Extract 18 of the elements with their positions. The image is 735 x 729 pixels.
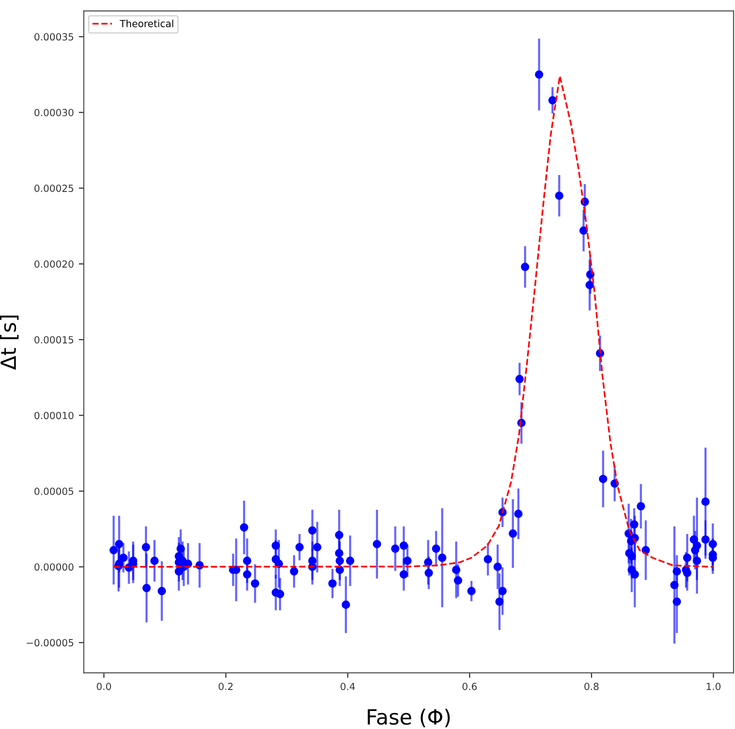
y-tick-label: 0.00020 <box>34 260 74 268</box>
y-axis-title: Δt [s] <box>0 316 19 370</box>
y-tick-label: 0.00010 <box>34 412 74 420</box>
y-tick-label: 0.00025 <box>34 184 74 192</box>
y-tick-label: 0.00035 <box>34 33 74 41</box>
legend-label: Theoretical <box>120 20 174 28</box>
x-tick-label: 0.6 <box>462 682 477 690</box>
y-tick-label: 0.00030 <box>34 108 74 116</box>
x-tick-label: 1.0 <box>706 682 720 690</box>
y-tick-label: 0.00005 <box>34 488 74 495</box>
y-tick-label: 0.00015 <box>34 336 74 344</box>
x-tick-label: 0.8 <box>584 682 599 690</box>
x-tick-label: 0.2 <box>218 682 233 690</box>
y-tick-label: 0.00000 <box>34 563 74 571</box>
x-axis-title: Fase (Φ) <box>368 708 450 728</box>
y-tick-label: −0.00005 <box>26 639 74 646</box>
x-tick-label: 0.0 <box>96 682 111 690</box>
x-tick-label: 0.4 <box>340 682 355 690</box>
